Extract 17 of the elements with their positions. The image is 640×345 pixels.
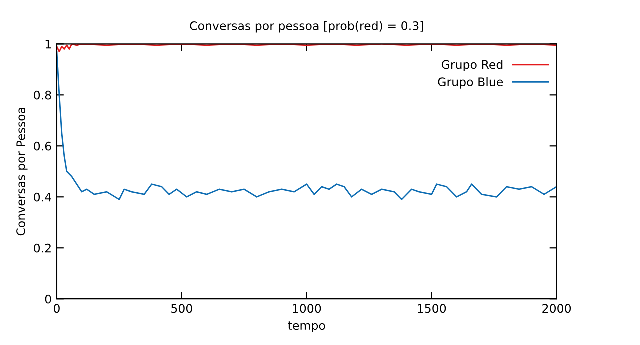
legend-label: Grupo Blue	[438, 77, 504, 89]
y-tick-label: 1	[46, 40, 52, 49]
x-tick-label: 0	[54, 304, 60, 314]
x-tick-label: 1000	[293, 304, 322, 314]
y-axis-title: Conversas por Pessoa	[16, 108, 28, 236]
chart-title: Conversas por pessoa [prob(red) = 0.3]	[190, 21, 424, 33]
x-tick-label: 1500	[418, 304, 446, 314]
y-tick-label: 0	[45, 294, 52, 304]
x-tick-label: 500	[172, 304, 192, 314]
line-series	[56, 51, 557, 200]
y-tick-label: 0.2	[34, 244, 51, 253]
legend-label: Grupo Red	[442, 60, 503, 72]
x-tick-label: 2000	[542, 304, 572, 314]
y-tick-label: 0.6	[34, 142, 52, 151]
y-tick-label: 0.8	[34, 90, 52, 100]
y-tick-label: 0.4	[34, 192, 52, 202]
x-axis-title: tempo	[288, 322, 326, 332]
